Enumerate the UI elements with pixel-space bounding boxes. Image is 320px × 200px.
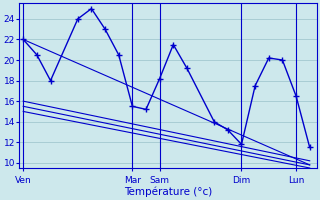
X-axis label: Température (°c): Température (°c) — [124, 186, 212, 197]
